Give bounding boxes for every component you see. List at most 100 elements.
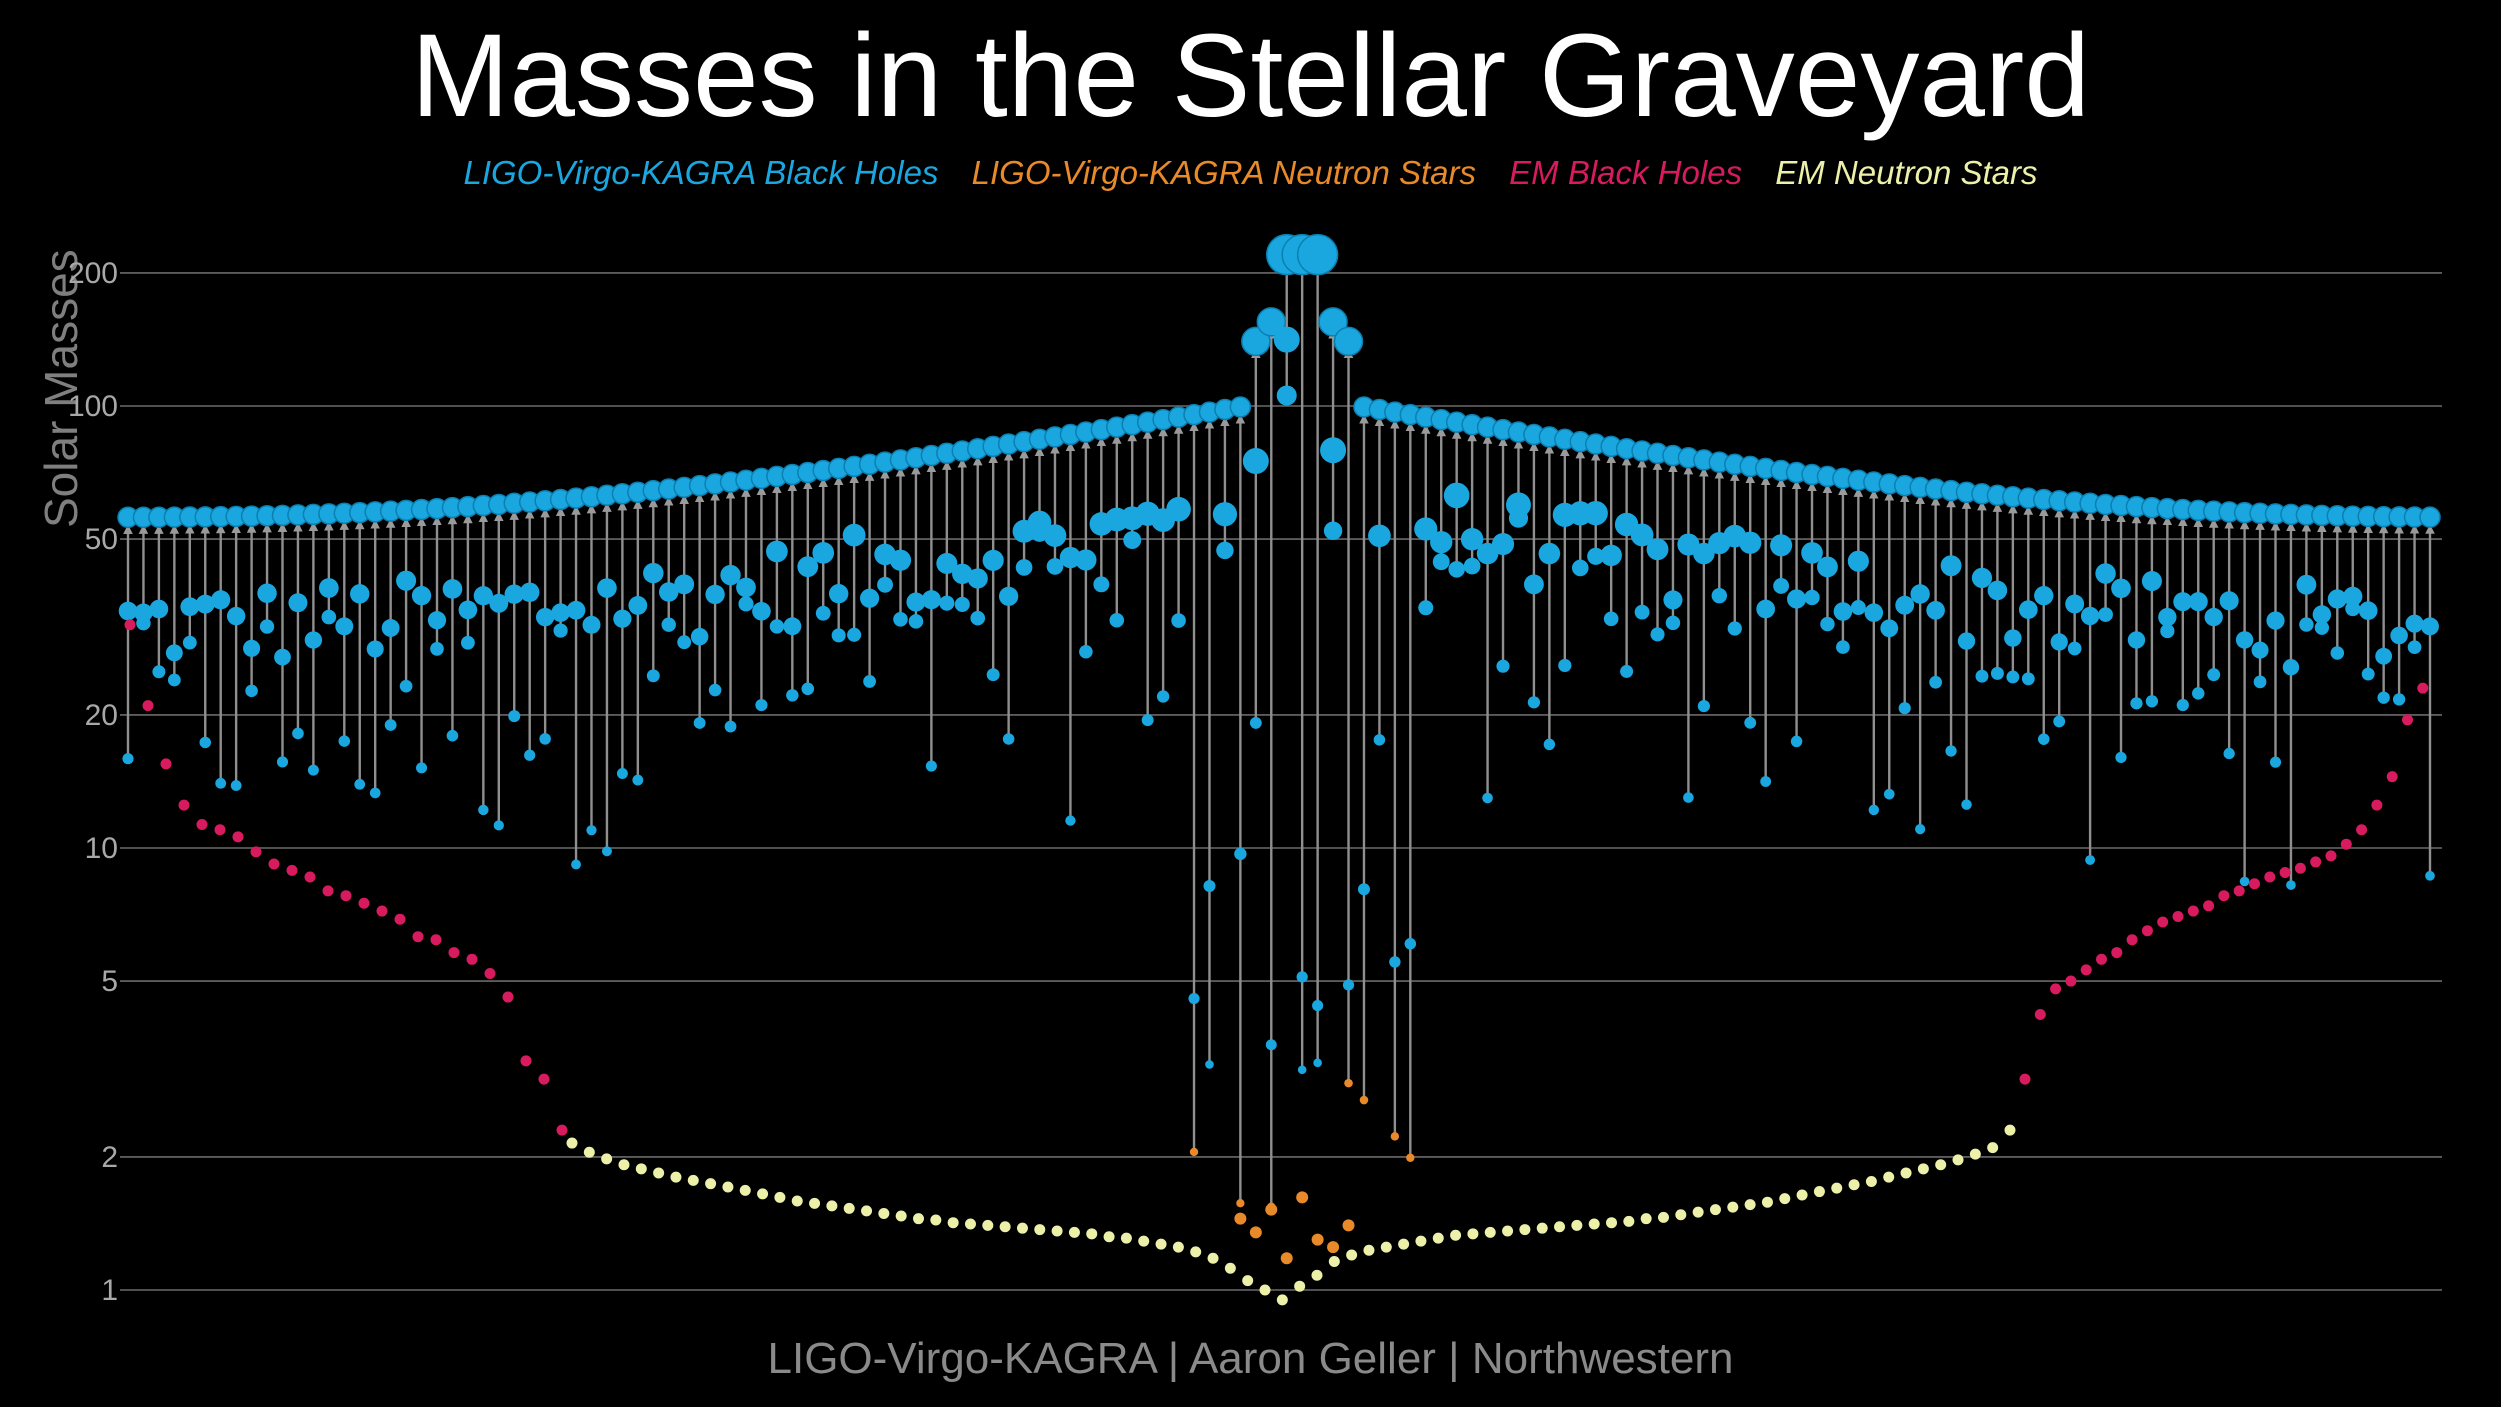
lvk-component [199,736,211,749]
lvk-component [1773,578,1790,594]
em-black-hole [484,968,496,980]
lvk-component [628,596,648,615]
lvk-component [1002,733,1015,745]
em-black-hole [268,858,280,870]
lvk-component [1189,1147,1199,1157]
em-black-hole [304,871,316,883]
lvk-component [304,631,323,649]
lvk-component [1744,716,1757,729]
em-neutron-star [878,1207,890,1219]
lvk-component [152,665,166,679]
lvk-component [736,577,756,598]
lvk-component [674,574,695,595]
lvk-component [1156,690,1170,703]
em-black-hole [2096,953,2107,965]
em-neutron-star [670,1171,682,1183]
em-neutron-star [1727,1201,1739,1213]
lvk-component [1538,542,1561,565]
lvk-component [643,562,664,584]
lvk-component [982,549,1004,571]
lvk-component [1065,815,1076,826]
em-black-hole [2187,905,2199,917]
em-neutron-star [1588,1218,1600,1230]
em-black-hole [2386,771,2398,783]
em-black-hole [2065,975,2077,987]
lvk-component [2219,591,2239,611]
em-neutron-star [1519,1224,1531,1236]
lvk-component [1650,627,1665,642]
lvk-component [783,617,802,636]
lvk-component [1961,799,1972,810]
lvk-component [582,615,601,634]
lvk-component [1620,664,1634,678]
lvk-component [1987,580,2008,601]
lvk-component [908,614,924,629]
lvk-component [616,768,628,780]
lvk-neutron-star [1342,1219,1355,1232]
lvk-component [1697,700,1710,713]
lvk-component [859,588,880,608]
lvk-component [2235,631,2254,649]
em-neutron-star [1068,1226,1080,1238]
lvk-component [1543,738,1556,751]
em-neutron-star [1987,1142,1999,1154]
lvk-component [2145,695,2159,708]
lvk-component [766,540,788,563]
em-black-hole [124,619,136,631]
lvk-component [1390,1132,1400,1141]
lvk-component [2050,633,2068,651]
lvk-component [1945,745,1957,757]
y-tick-10: 10 [85,832,118,865]
em-neutron-star [1346,1249,1358,1261]
lvk-component [2173,592,2193,612]
lvk-component [1373,734,1386,746]
lvk-component [797,556,819,578]
lvk-component [2006,670,2020,684]
lvk-component [921,590,941,610]
lvk-component [1046,558,1064,575]
lvk-component [1646,538,1669,561]
lvk-component [508,710,521,723]
lvk-component [460,635,475,650]
lvk-component [1756,599,1776,619]
em-neutron-star [1657,1211,1669,1223]
em-neutron-star [653,1167,665,1179]
em-neutron-star [843,1202,855,1214]
lvk-component [1790,735,1803,748]
lvk-component [2188,592,2208,612]
em-neutron-star [774,1191,786,1203]
lvk-component [1527,696,1541,709]
em-black-hole [214,824,226,836]
em-neutron-star [1848,1179,1860,1191]
lvk-component [936,552,958,574]
lvk-component [399,679,413,693]
lvk-component [986,668,1000,682]
lvk-component [708,683,722,697]
em-neutron-star [1692,1206,1704,1218]
lvk-component [1727,621,1742,636]
em-neutron-star [1536,1222,1548,1234]
lvk-component [384,719,397,731]
lvk-component [504,584,524,604]
lvk-component [1496,659,1510,673]
grid-lines [120,272,2442,1291]
lvk-component [1430,531,1453,554]
lvk-black-hole-remnant [1241,326,1271,357]
lvk-component [646,669,660,683]
lvk-component [2282,659,2300,676]
lvk-component [1850,600,1866,616]
em-black-hole [2050,983,2062,995]
em-black-hole [2111,947,2123,959]
lvk-component [1344,1078,1353,1088]
lvk-component [998,586,1019,607]
lvk-component [1297,1065,1307,1075]
em-neutron-star [1467,1228,1479,1240]
lvk-component [416,762,428,774]
lvk-component [586,825,597,836]
lvk-component [1359,1095,1369,1105]
lvk-component [243,639,261,657]
lvk-component [381,619,400,637]
credit-line: LIGO-Virgo-KAGRA | Aaron Geller | Northw… [767,1334,1734,1383]
em-black-hole [2157,916,2169,928]
lvk-component [1123,531,1142,550]
